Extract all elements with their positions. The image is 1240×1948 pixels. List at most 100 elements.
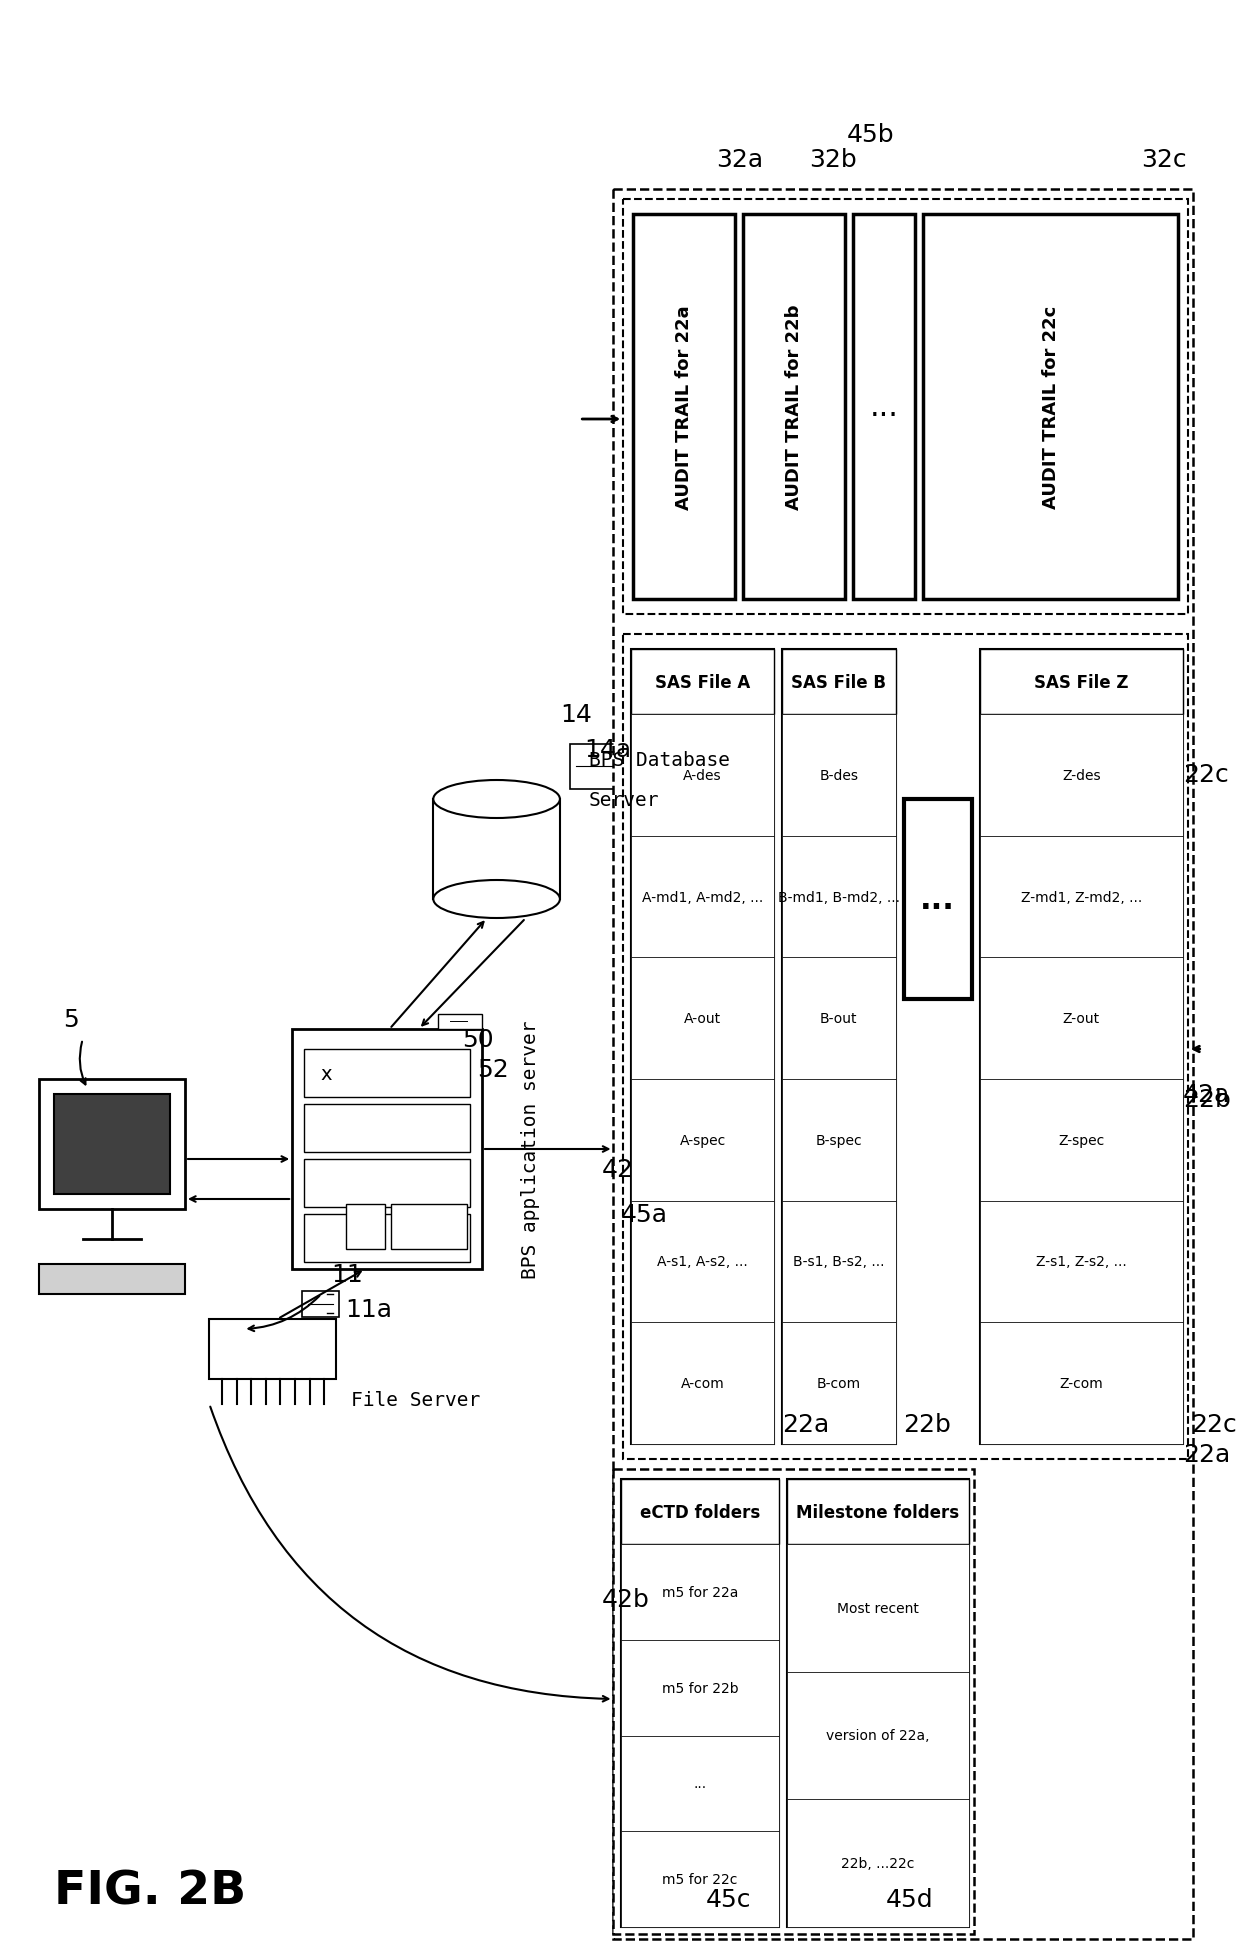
FancyBboxPatch shape xyxy=(980,651,1183,715)
FancyBboxPatch shape xyxy=(980,1202,1183,1323)
FancyBboxPatch shape xyxy=(621,1545,779,1640)
FancyBboxPatch shape xyxy=(923,214,1178,600)
FancyBboxPatch shape xyxy=(304,1159,470,1208)
Text: Server: Server xyxy=(589,791,660,808)
Text: A-des: A-des xyxy=(683,768,722,783)
FancyBboxPatch shape xyxy=(631,651,774,1443)
Text: m5 for 22b: m5 for 22b xyxy=(662,1681,739,1695)
FancyBboxPatch shape xyxy=(980,1323,1183,1443)
Text: 52: 52 xyxy=(477,1058,508,1081)
Text: A-s1, A-s2, ...: A-s1, A-s2, ... xyxy=(657,1255,748,1268)
FancyBboxPatch shape xyxy=(786,1479,968,1927)
FancyBboxPatch shape xyxy=(782,1202,895,1323)
FancyBboxPatch shape xyxy=(301,1292,339,1317)
Text: File Server: File Server xyxy=(351,1389,480,1408)
Text: Z-md1, Z-md2, ...: Z-md1, Z-md2, ... xyxy=(1021,890,1142,904)
Text: BPS application server: BPS application server xyxy=(521,1021,541,1278)
Text: 22a: 22a xyxy=(1183,1442,1230,1467)
Text: B-spec: B-spec xyxy=(816,1134,862,1147)
Text: 45b: 45b xyxy=(847,123,895,146)
FancyBboxPatch shape xyxy=(786,1800,968,1927)
FancyBboxPatch shape xyxy=(631,651,774,715)
Text: eCTD folders: eCTD folders xyxy=(640,1502,760,1521)
FancyBboxPatch shape xyxy=(904,799,972,999)
FancyBboxPatch shape xyxy=(392,1204,467,1249)
Ellipse shape xyxy=(433,781,560,818)
Text: SAS File A: SAS File A xyxy=(655,674,750,692)
FancyBboxPatch shape xyxy=(782,1323,895,1443)
FancyBboxPatch shape xyxy=(853,214,915,600)
FancyBboxPatch shape xyxy=(614,1469,973,1934)
Text: 5: 5 xyxy=(63,1007,79,1032)
FancyBboxPatch shape xyxy=(786,1545,968,1671)
Text: B-s1, B-s2, ...: B-s1, B-s2, ... xyxy=(794,1255,884,1268)
Text: AUDIT TRAIL for 22c: AUDIT TRAIL for 22c xyxy=(1042,306,1060,508)
Text: 11a: 11a xyxy=(346,1297,393,1321)
FancyBboxPatch shape xyxy=(304,1050,470,1097)
Text: 22c: 22c xyxy=(1183,762,1229,787)
Text: A-spec: A-spec xyxy=(680,1134,725,1147)
Text: Z-out: Z-out xyxy=(1063,1011,1100,1027)
FancyBboxPatch shape xyxy=(38,1079,185,1210)
FancyBboxPatch shape xyxy=(38,1264,185,1293)
FancyBboxPatch shape xyxy=(433,799,560,900)
Text: SAS File B: SAS File B xyxy=(791,674,887,692)
Text: ...: ... xyxy=(920,884,955,914)
FancyBboxPatch shape xyxy=(782,836,895,958)
FancyBboxPatch shape xyxy=(631,715,774,836)
FancyBboxPatch shape xyxy=(624,201,1188,616)
FancyBboxPatch shape xyxy=(631,1079,774,1202)
FancyBboxPatch shape xyxy=(782,651,895,1443)
Text: 14a: 14a xyxy=(584,738,631,762)
FancyBboxPatch shape xyxy=(631,958,774,1079)
FancyBboxPatch shape xyxy=(980,1079,1183,1202)
Text: Z-des: Z-des xyxy=(1061,768,1101,783)
FancyBboxPatch shape xyxy=(624,635,1188,1459)
FancyBboxPatch shape xyxy=(304,1105,470,1153)
Text: Most recent: Most recent xyxy=(837,1601,919,1615)
FancyBboxPatch shape xyxy=(621,1479,779,1545)
FancyBboxPatch shape xyxy=(304,1214,470,1262)
Text: AUDIT TRAIL for 22b: AUDIT TRAIL for 22b xyxy=(785,304,804,510)
Text: 14: 14 xyxy=(560,703,591,727)
FancyBboxPatch shape xyxy=(782,958,895,1079)
Text: A-out: A-out xyxy=(684,1011,722,1027)
Text: A-md1, A-md2, ...: A-md1, A-md2, ... xyxy=(642,890,763,904)
Text: m5 for 22a: m5 for 22a xyxy=(662,1586,738,1599)
Text: 11: 11 xyxy=(331,1262,363,1286)
Text: 42a: 42a xyxy=(1183,1083,1230,1106)
Text: 50: 50 xyxy=(463,1027,495,1052)
Text: 22b: 22b xyxy=(1183,1087,1231,1112)
Text: 45d: 45d xyxy=(887,1888,934,1911)
Text: B-des: B-des xyxy=(820,768,858,783)
Text: FIG. 2B: FIG. 2B xyxy=(53,1868,246,1915)
Text: ...: ... xyxy=(693,1777,707,1790)
FancyBboxPatch shape xyxy=(980,958,1183,1079)
Text: ...: ... xyxy=(869,393,899,423)
FancyBboxPatch shape xyxy=(980,836,1183,958)
FancyBboxPatch shape xyxy=(786,1671,968,1800)
Text: A-com: A-com xyxy=(681,1377,724,1391)
FancyBboxPatch shape xyxy=(210,1319,336,1379)
FancyBboxPatch shape xyxy=(621,1831,779,1927)
Text: x: x xyxy=(320,1064,332,1083)
FancyBboxPatch shape xyxy=(621,1736,779,1831)
Text: 45a: 45a xyxy=(621,1202,668,1227)
FancyBboxPatch shape xyxy=(621,1640,779,1736)
FancyBboxPatch shape xyxy=(743,214,846,600)
FancyBboxPatch shape xyxy=(631,1202,774,1323)
FancyBboxPatch shape xyxy=(53,1095,170,1194)
Text: Z-spec: Z-spec xyxy=(1058,1134,1105,1147)
Text: Milestone folders: Milestone folders xyxy=(796,1502,960,1521)
FancyBboxPatch shape xyxy=(569,744,627,789)
FancyBboxPatch shape xyxy=(614,189,1193,1938)
FancyBboxPatch shape xyxy=(621,1479,779,1927)
FancyBboxPatch shape xyxy=(980,715,1183,836)
Text: 22c: 22c xyxy=(1190,1412,1236,1436)
Text: AUDIT TRAIL for 22a: AUDIT TRAIL for 22a xyxy=(675,306,693,510)
Text: version of 22a,: version of 22a, xyxy=(826,1728,930,1743)
FancyBboxPatch shape xyxy=(631,1323,774,1443)
Text: m5 for 22c: m5 for 22c xyxy=(662,1872,738,1886)
Text: B-com: B-com xyxy=(817,1377,861,1391)
Text: 22b, ...22c: 22b, ...22c xyxy=(841,1856,915,1870)
